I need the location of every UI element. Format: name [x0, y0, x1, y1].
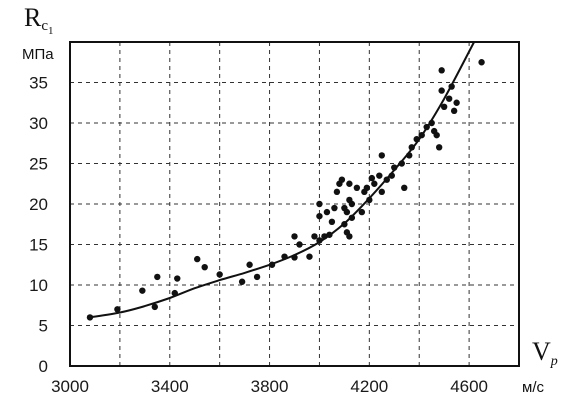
- data-point: [238, 278, 246, 285]
- data-point: [433, 131, 440, 139]
- data-point: [358, 208, 366, 216]
- data-points: [86, 59, 485, 321]
- grid-lines: [70, 42, 519, 366]
- x-axis-unit: м/с: [522, 379, 544, 396]
- data-point: [316, 237, 323, 244]
- data-point: [311, 233, 318, 240]
- data-point: [316, 200, 323, 208]
- x-tick-label: 3000: [51, 377, 89, 396]
- data-point: [331, 204, 338, 212]
- x-tick-label: 4200: [350, 377, 388, 396]
- x-tick-labels: 3000 3400 3800 4200 4600: [51, 377, 488, 396]
- data-point: [363, 184, 371, 191]
- x-axis-label-sub: p: [550, 354, 558, 369]
- data-point: [151, 303, 159, 311]
- data-point: [448, 83, 455, 90]
- data-point: [171, 289, 178, 297]
- data-point: [391, 164, 398, 171]
- data-point: [216, 271, 223, 278]
- data-point: [401, 184, 408, 191]
- y-tick-label: 15: [29, 236, 48, 255]
- x-tick-label: 3800: [251, 377, 289, 396]
- data-point: [114, 306, 121, 313]
- y-axis-label-main: R: [24, 3, 42, 32]
- data-point: [346, 180, 353, 187]
- data-point: [321, 233, 328, 240]
- data-point: [378, 152, 386, 159]
- y-tick-labels: 0 5 10 15 20 25 30 35: [29, 74, 48, 377]
- data-point: [291, 233, 298, 240]
- x-tick-label: 4600: [450, 377, 488, 396]
- x-tick-label: 3400: [151, 377, 189, 396]
- data-point: [406, 152, 413, 159]
- data-point: [348, 200, 356, 208]
- data-point: [428, 119, 435, 127]
- data-point: [376, 172, 383, 179]
- data-point: [435, 144, 443, 151]
- data-point: [453, 99, 460, 106]
- data-point: [398, 160, 405, 167]
- x-axis-label: Vp: [532, 337, 558, 369]
- data-point: [338, 176, 346, 183]
- data-point: [246, 261, 253, 268]
- data-point: [316, 212, 323, 220]
- data-point: [174, 275, 181, 282]
- y-tick-label: 20: [29, 195, 48, 214]
- data-point: [378, 188, 386, 196]
- y-tick-label: 5: [39, 317, 48, 336]
- trend-curve: [89, 41, 475, 319]
- data-point: [450, 107, 458, 115]
- data-point: [383, 176, 390, 183]
- y-tick-label: 10: [29, 276, 48, 295]
- data-point: [326, 231, 333, 238]
- y-tick-label: 35: [29, 74, 48, 93]
- data-point: [388, 172, 395, 179]
- data-point: [440, 103, 448, 111]
- y-tick-label: 30: [29, 114, 48, 133]
- data-point: [139, 287, 146, 294]
- plot-frame: [69, 41, 520, 367]
- data-point: [353, 184, 361, 191]
- data-point: [413, 136, 420, 143]
- y-tick-label: 25: [29, 155, 48, 174]
- data-point: [348, 214, 356, 221]
- y-axis-unit: МПа: [22, 46, 54, 63]
- data-point: [281, 253, 288, 260]
- data-point: [154, 273, 161, 281]
- data-point: [408, 144, 415, 151]
- y-axis-label-sub: c: [41, 18, 48, 34]
- data-point: [268, 261, 276, 268]
- data-point: [201, 263, 208, 271]
- data-point: [438, 87, 445, 94]
- data-point: [291, 254, 298, 261]
- data-point: [423, 123, 430, 131]
- data-point: [341, 221, 348, 228]
- data-point: [328, 218, 336, 226]
- data-point: [296, 241, 303, 248]
- data-point: [306, 253, 313, 260]
- data-point: [194, 255, 201, 263]
- data-point: [343, 208, 351, 216]
- y-axis-label-sub2: 1: [48, 25, 54, 37]
- data-point: [86, 314, 94, 321]
- data-point: [418, 131, 425, 139]
- data-point: [253, 273, 261, 281]
- data-point: [366, 196, 373, 204]
- data-point: [346, 233, 353, 240]
- data-point: [368, 174, 376, 182]
- y-tick-label: 0: [39, 357, 48, 376]
- data-point: [438, 67, 445, 74]
- data-point: [371, 180, 378, 187]
- data-point: [478, 59, 485, 66]
- data-point: [323, 208, 331, 216]
- data-point: [333, 188, 341, 196]
- y-axis-label: Rc1: [24, 3, 54, 37]
- data-point: [445, 95, 453, 102]
- x-axis-label-main: V: [532, 337, 551, 366]
